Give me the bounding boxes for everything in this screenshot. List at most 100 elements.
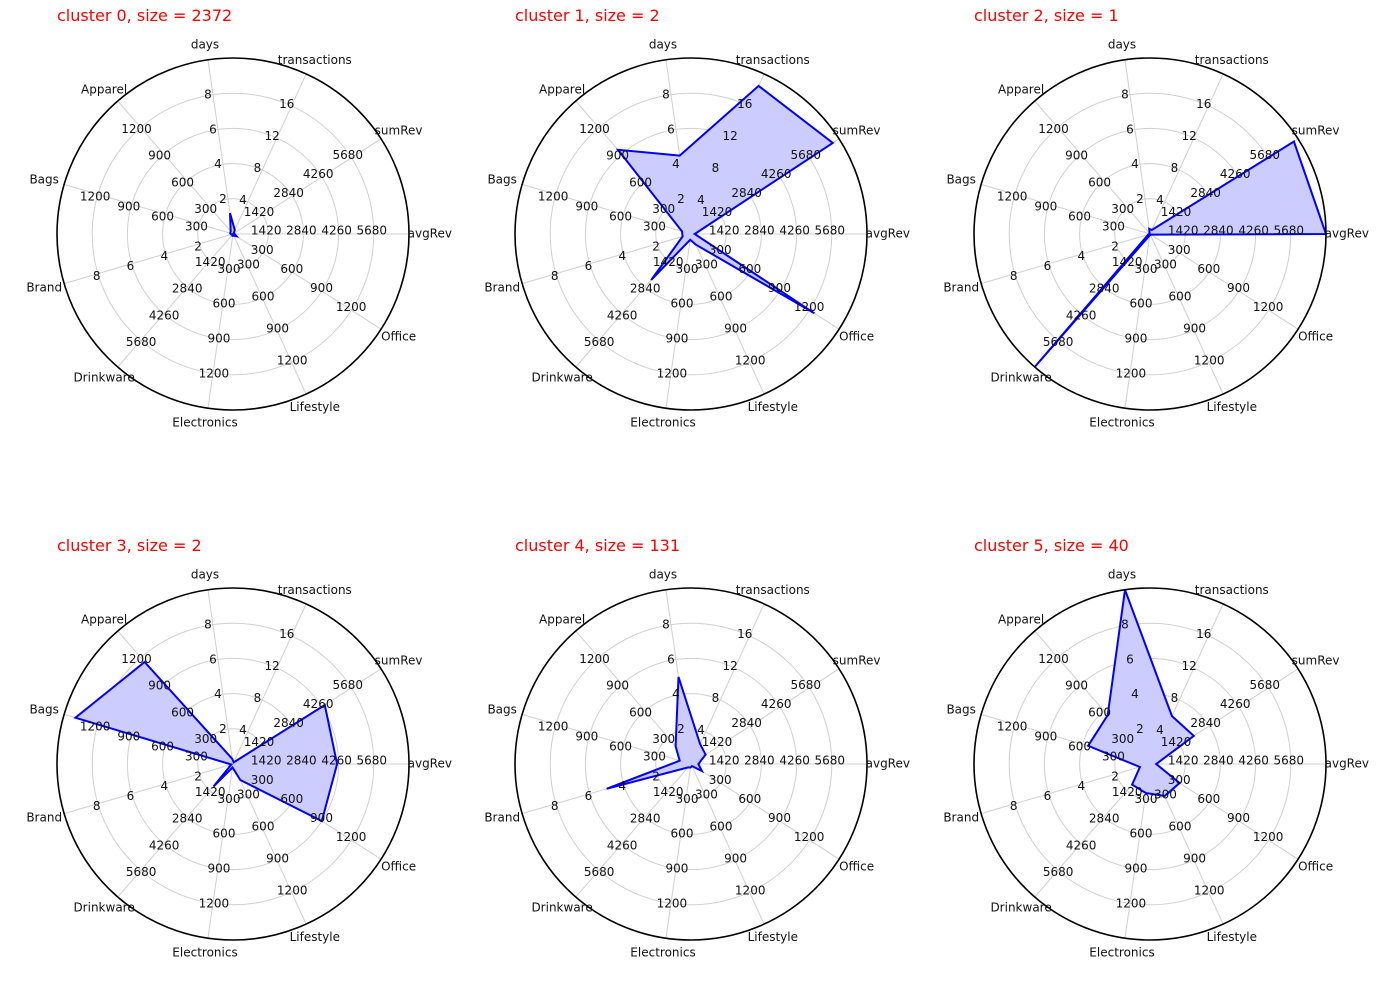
tick-label: 2840 bbox=[273, 186, 304, 200]
tick-label: 900 bbox=[207, 862, 230, 876]
tick-label: 1200 bbox=[538, 190, 569, 204]
tick-label: 900 bbox=[310, 281, 333, 295]
tick-label: 4 bbox=[160, 779, 168, 793]
tick-label: 900 bbox=[266, 321, 289, 335]
tick-label: 1200 bbox=[735, 353, 766, 367]
tick-label: 12 bbox=[722, 129, 737, 143]
tick-label: 4 bbox=[618, 249, 626, 263]
tick-label: 4260 bbox=[303, 167, 334, 181]
axis-label-bags: Bags bbox=[487, 703, 516, 717]
tick-label: 600 bbox=[1088, 175, 1111, 189]
tick-label: 1200 bbox=[199, 366, 230, 380]
tick-label: 8 bbox=[1121, 618, 1129, 632]
polar-frame bbox=[514, 57, 868, 411]
axis-label-drinkware: Drinkware bbox=[990, 371, 1051, 385]
tick-label: 600 bbox=[609, 740, 632, 754]
tick-label: 2840 bbox=[172, 282, 203, 296]
axis-label-days: days bbox=[1108, 38, 1136, 52]
polar-frame bbox=[56, 587, 410, 941]
tick-label: 1200 bbox=[277, 353, 308, 367]
tick-label: 600 bbox=[1130, 297, 1153, 311]
tick-label: 900 bbox=[768, 281, 791, 295]
tick-label: 300 bbox=[237, 257, 260, 271]
axis-label-drinkware: Drinkware bbox=[531, 901, 592, 915]
tick-label: 2 bbox=[677, 192, 685, 206]
tick-label: 8 bbox=[204, 618, 212, 632]
tick-label: 4 bbox=[214, 687, 222, 701]
tick-label: 1200 bbox=[1253, 300, 1284, 314]
axis-label-avgrev: avgRev bbox=[408, 757, 452, 771]
tick-label: 300 bbox=[1135, 262, 1158, 276]
tick-label: 300 bbox=[237, 787, 260, 801]
axis-spoke bbox=[207, 233, 234, 409]
tick-label: 4 bbox=[214, 157, 222, 171]
tick-label: 300 bbox=[251, 243, 274, 257]
tick-label: 900 bbox=[1124, 862, 1147, 876]
tick-label: 6 bbox=[209, 122, 217, 136]
tick-label: 1420 bbox=[709, 224, 740, 238]
tick-label: 2840 bbox=[286, 754, 317, 768]
tick-label: 4260 bbox=[321, 754, 352, 768]
chart-title: cluster 2, size = 1 bbox=[974, 6, 1119, 25]
tick-label: 8 bbox=[1171, 691, 1179, 705]
axis-label-electronics: Electronics bbox=[630, 945, 695, 959]
tick-label: 16 bbox=[279, 97, 294, 111]
tick-label: 4 bbox=[697, 723, 705, 737]
axis-label-avgrev: avgRev bbox=[866, 227, 910, 241]
axis-label-brand: Brand bbox=[26, 280, 62, 294]
tick-label: 12 bbox=[264, 659, 279, 673]
tick-label: 5680 bbox=[333, 148, 364, 162]
tick-label: 8 bbox=[93, 799, 101, 813]
tick-label: 900 bbox=[724, 321, 747, 335]
tick-label: 1200 bbox=[1116, 366, 1147, 380]
axis-spoke bbox=[232, 233, 382, 330]
tick-label: 600 bbox=[280, 262, 303, 276]
axis-spoke bbox=[207, 763, 234, 939]
axis-label-electronics: Electronics bbox=[172, 945, 237, 959]
tick-label: 2 bbox=[677, 722, 685, 736]
tick-label: 4260 bbox=[607, 838, 638, 852]
tick-label: 900 bbox=[724, 851, 747, 865]
axis-label-apparel: Apparel bbox=[539, 82, 585, 96]
tick-label: 6 bbox=[127, 259, 135, 273]
tick-label: 4 bbox=[1077, 249, 1085, 263]
tick-label: 1200 bbox=[277, 883, 308, 897]
axis-label-bags: Bags bbox=[487, 173, 516, 187]
axis-spoke bbox=[63, 183, 234, 235]
tick-label: 2840 bbox=[1089, 812, 1120, 826]
tick-label: 900 bbox=[1183, 851, 1206, 865]
axis-label-office: Office bbox=[1298, 860, 1333, 874]
chart-title: cluster 0, size = 2372 bbox=[57, 6, 233, 25]
tick-label: 900 bbox=[665, 332, 688, 346]
tick-label: 16 bbox=[737, 97, 752, 111]
axis-label-transactions: transactions bbox=[736, 53, 810, 67]
tick-label: 4260 bbox=[779, 224, 810, 238]
axis-label-days: days bbox=[649, 38, 677, 52]
tick-label: 1200 bbox=[80, 720, 111, 734]
tick-label: 600 bbox=[151, 210, 174, 224]
tick-label: 6 bbox=[209, 652, 217, 666]
tick-label: 900 bbox=[1124, 332, 1147, 346]
tick-label: 5680 bbox=[1043, 865, 1074, 879]
tick-label: 2840 bbox=[172, 812, 203, 826]
tick-label: 1420 bbox=[195, 255, 226, 269]
tick-label: 6 bbox=[667, 122, 675, 136]
tick-label: 1200 bbox=[538, 720, 569, 734]
tick-label: 1420 bbox=[653, 255, 684, 269]
axis-spoke bbox=[1124, 59, 1151, 235]
tick-label: 2840 bbox=[1190, 716, 1221, 730]
tick-label: 600 bbox=[738, 792, 761, 806]
tick-label: 300 bbox=[643, 750, 666, 764]
tick-label: 300 bbox=[676, 792, 699, 806]
tick-label: 2840 bbox=[630, 282, 661, 296]
tick-label: 600 bbox=[671, 297, 694, 311]
tick-label: 600 bbox=[213, 827, 236, 841]
tick-label: 2 bbox=[219, 722, 227, 736]
tick-label: 16 bbox=[279, 627, 294, 641]
tick-label: 1200 bbox=[80, 190, 111, 204]
axis-label-apparel: Apparel bbox=[539, 612, 585, 626]
axis-label-lifestyle: Lifestyle bbox=[748, 930, 798, 944]
axis-label-brand: Brand bbox=[943, 280, 979, 294]
